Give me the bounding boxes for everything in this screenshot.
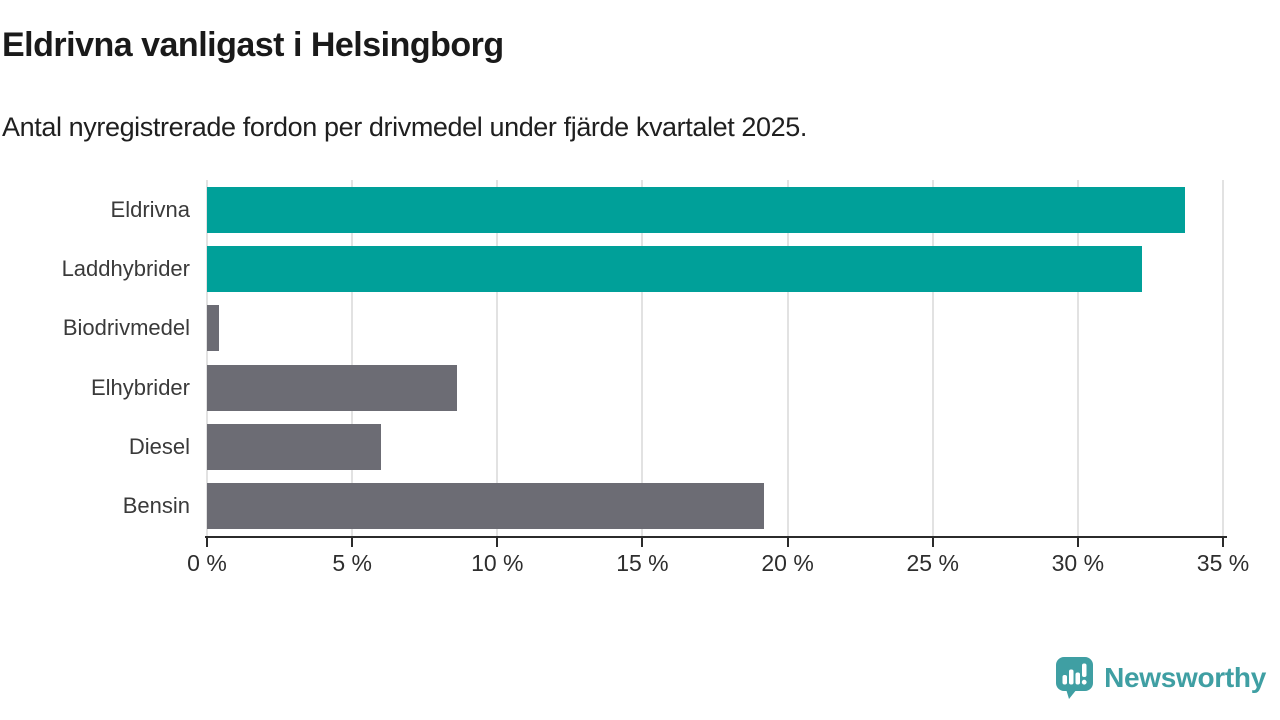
y-label-diesel: Diesel — [128, 434, 190, 459]
chart-subtitle: Antal nyregistrerade fordon per drivmede… — [2, 112, 807, 142]
gridline-0 — [206, 180, 208, 536]
x-tick-20 — [786, 538, 789, 547]
newsworthy-logo-text: Newsworthy — [1104, 662, 1266, 693]
gridline-5 — [351, 180, 354, 536]
x-tick-label-35: 35 % — [1196, 550, 1250, 576]
x-tick-label-5: 5 % — [332, 550, 372, 576]
x-tick-15 — [641, 538, 644, 547]
gridline-20 — [786, 180, 789, 536]
y-label-biodrivmedel: Biodrivmedel — [62, 315, 190, 341]
x-tick-25 — [931, 538, 934, 547]
bar-eldrivna — [207, 186, 1186, 233]
gridline-30 — [1076, 180, 1079, 536]
x-tick-30 — [1076, 538, 1079, 547]
x-tick-label-15: 15 % — [616, 550, 669, 576]
x-tick-label-20: 20 % — [761, 550, 814, 576]
chart-title: Eldrivna vanligast i Helsingborg — [2, 26, 504, 64]
gridline-35 — [1222, 180, 1224, 536]
x-tick-0 — [206, 538, 208, 547]
x-tick-label-25: 25 % — [906, 550, 959, 576]
x-axis: 0 % 5 % 10 % 15 % 20 % 25 % 30 % 35 % — [187, 536, 1249, 586]
newsworthy-logo-icon — [1056, 657, 1094, 699]
x-tick-35 — [1222, 538, 1224, 547]
gridline-15 — [641, 180, 644, 536]
plot-area — [206, 180, 1224, 536]
x-axis-line — [205, 536, 1227, 538]
bar-elhybrider — [207, 364, 457, 411]
bar-diesel — [207, 424, 382, 470]
bar-bensin — [207, 483, 765, 530]
x-tick-label-0: 0 % — [187, 550, 227, 576]
x-tick-label-10: 10 % — [471, 550, 524, 576]
y-axis-labels: Eldrivna Laddhybrider Biodrivmedel Elhybrid… — [0, 180, 190, 536]
x-tick-label-30: 30 % — [1051, 550, 1105, 576]
newsworthy-logo: Newsworthy — [1055, 656, 1266, 700]
y-label-eldrivna: Eldrivna — [110, 196, 190, 222]
y-label-bensin: Bensin — [122, 493, 190, 519]
y-label-elhybrider: Elhybrider — [90, 374, 190, 400]
x-tick-5 — [351, 538, 354, 547]
x-tick-10 — [496, 538, 499, 547]
bar-laddhybrider — [207, 246, 1142, 292]
y-label-laddhybrider: Laddhybrider — [61, 256, 190, 281]
bar-biodrivmedel — [207, 305, 219, 352]
gridline-10 — [496, 180, 499, 536]
gridline-25 — [931, 180, 934, 536]
